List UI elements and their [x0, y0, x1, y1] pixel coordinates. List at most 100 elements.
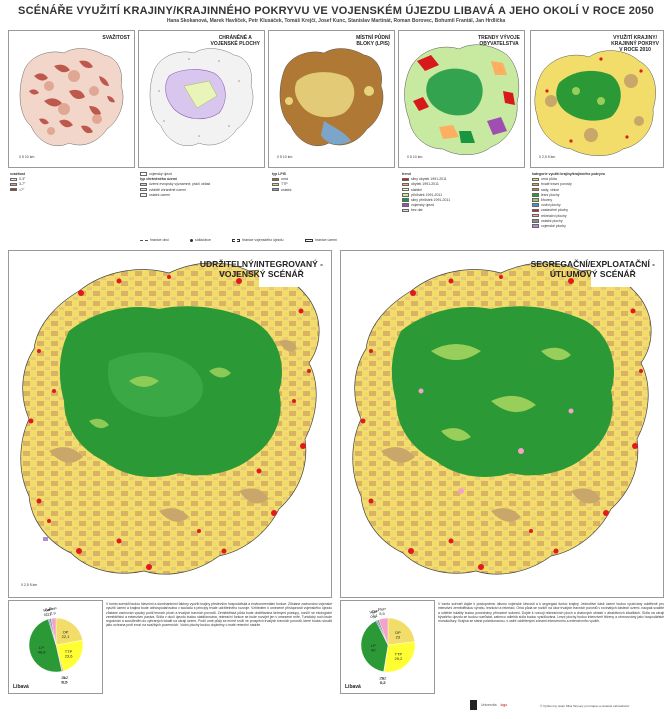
legend-item: TTP: [272, 182, 392, 186]
legend-label: silný úbytek 1991-2011: [411, 177, 447, 182]
legend-item: území evropsky významné, ptačí oblast: [140, 182, 265, 186]
legend-item: orná: [272, 177, 392, 181]
legend-swatch: [402, 193, 409, 197]
legend-item: vojenský újezd: [402, 203, 524, 207]
legend-swatch: [532, 213, 539, 218]
slope-map: [19, 48, 124, 147]
legend-label: úbytek 1991-2011: [411, 182, 439, 187]
footer-logo-text: logo: [500, 703, 508, 707]
legend-label: ostatní území: [149, 192, 171, 197]
legend-swatch: [532, 208, 539, 213]
boundary-icon: [140, 239, 148, 241]
landcover-2010-map: [534, 50, 656, 156]
legend-swatch: [402, 208, 409, 213]
legend-label: stabilní: [411, 187, 423, 192]
small-map-title: TRENDY VÝVOJE OBYVATELSTVA: [478, 35, 520, 47]
legend-item: úbytek 1991-2011: [402, 182, 524, 186]
legend-landcover: kategorie využití krajiny/krajinného pok…: [532, 172, 664, 229]
legend-population: trend silný úbytek 1991-2011 úbytek 1991…: [402, 172, 524, 214]
legend-item: křoviny: [532, 198, 664, 202]
legend-slope: svažitost 0-3° 3-7° >7°: [10, 172, 130, 193]
pie-label: VoP 0,8: [369, 609, 377, 619]
pie-label: OP 23: [395, 630, 401, 640]
legend-swatch: [10, 177, 17, 182]
area-boundary-icon: [305, 238, 313, 242]
legend-swatch: [532, 182, 539, 187]
footer-copyright: © Výzkumný ústav Silva Taroucy pro kraji…: [540, 704, 630, 708]
legend-label: zastavěné plochy: [541, 208, 569, 213]
legend-swatch: [402, 203, 409, 207]
protected-map: [149, 48, 254, 147]
footer-logos-left: Univerzita logo: [470, 700, 507, 710]
legend-protected: vojenský újezd typ chráněného území územ…: [140, 172, 265, 198]
pie-label: ZaP 1,1: [371, 608, 379, 618]
legend-label: 0-3°: [19, 177, 26, 182]
legend-swatch: [532, 219, 539, 223]
symbol-label: hranice území: [315, 238, 337, 242]
symbol-boundary: hranice obcí: [140, 238, 169, 242]
legend-item: silný přírůstek 1991-2011: [402, 198, 524, 202]
scenario-1-map: [20, 257, 329, 575]
legend-title: kategorie využití krajiny/krajinného pok…: [532, 172, 605, 176]
scenario-2-map: [352, 257, 661, 575]
settlement-icon: [190, 238, 193, 242]
military-boundary-icon: [232, 238, 240, 242]
legend-item: orná půda: [532, 177, 664, 181]
pie-label: LP 48,8: [38, 645, 47, 655]
pie-slice-ttp: [55, 639, 84, 672]
scale-bar: 0 5 10 km: [407, 155, 423, 159]
legend-swatch: [272, 182, 279, 187]
pie-label: ZaP 1,1: [45, 607, 53, 617]
legend-label: rekreační plochy: [541, 213, 567, 218]
pie-caption: Libavá: [345, 684, 361, 690]
legend-item: ostatní území: [140, 193, 265, 197]
authors: Hana Skokanová, Marek Havlíček, Petr Klu…: [166, 18, 506, 24]
legend-swatch: [140, 182, 147, 187]
legend-item: lesní plochy: [532, 193, 664, 197]
footer-logo-text: Univerzita: [481, 703, 497, 707]
legend-label: území evropsky významné, ptačí oblast: [149, 182, 211, 187]
scenario-2-text: V tomto scénáři dojde k postupnému útlum…: [438, 602, 664, 623]
symbol-label: sídla/obce: [195, 238, 211, 242]
pie-slice-rep: [50, 617, 57, 646]
small-map-protected: CHRÁNĚNÉ A VOJENSKÉ PLOCHY: [138, 30, 265, 168]
legend-swatch: [140, 172, 147, 176]
legend-item: trvalé travní porosty: [532, 182, 664, 186]
legend-item: stabilní: [402, 188, 524, 192]
legend-item: vojenský újezd: [140, 172, 265, 176]
legend-label: ostatní: [281, 187, 292, 192]
legend-label: vojenský újezd: [411, 203, 434, 208]
legend-title: trend: [402, 172, 411, 176]
legend-label: vojenské plochy: [541, 223, 566, 228]
legend-item: vojenské plochy: [532, 224, 664, 228]
scale-bar: 0 2,5 5 km: [21, 583, 38, 587]
legend-swatch: [10, 182, 17, 187]
legend-swatch: [532, 187, 539, 192]
legend-swatch: [532, 193, 539, 197]
legend-item: >7°: [10, 188, 130, 192]
legend-label: 3-7°: [19, 182, 26, 187]
legend-label: bez dat: [411, 208, 423, 213]
university-logo: [470, 700, 477, 710]
legend-swatch: [532, 198, 539, 202]
legend-swatch: [532, 203, 539, 207]
symbol-military-boundary: hranice vojenského újezdu: [232, 238, 283, 242]
legend-label: lesní plochy: [541, 192, 560, 197]
scenario-map-segregation: SEGREGAČNÍ/EXPLOATAČNÍ - ÚTLUMOVÝ SCÉNÁŘ: [340, 250, 664, 598]
pie-slice-lp: [28, 618, 63, 673]
symbol-label: hranice obcí: [150, 238, 170, 242]
legend-item: vodní plochy: [532, 203, 664, 207]
pie-panel-2: OP 23 TTP 29,2 ZaZ 0,2 S 0,2 LP 40 VoP 0,8 ZaP 1,1 ReP…: [340, 600, 435, 694]
poster-title: SCÉNÁŘE VYUŽITÍ KRAJINY/KRAJINNÉHO POKRY…: [18, 5, 654, 17]
legend-label: přírůstek 1991-2011: [411, 192, 443, 197]
legend-item: silný úbytek 1991-2011: [402, 177, 524, 181]
legend-item: ostatní plochy: [532, 219, 664, 223]
legend-swatch: [402, 177, 409, 182]
population-map: [404, 44, 520, 155]
legend-swatch: [272, 187, 279, 192]
pie-label: OP 22,1: [62, 630, 71, 640]
legend-label: trvalé travní porosty: [541, 182, 572, 187]
small-map-title: CHRÁNĚNÉ A VOJENSKÉ PLOCHY: [210, 35, 260, 47]
legend-swatch: [402, 187, 409, 192]
scenario-1-text: V tomto scénáři budou hlavními a dominan…: [106, 602, 332, 628]
